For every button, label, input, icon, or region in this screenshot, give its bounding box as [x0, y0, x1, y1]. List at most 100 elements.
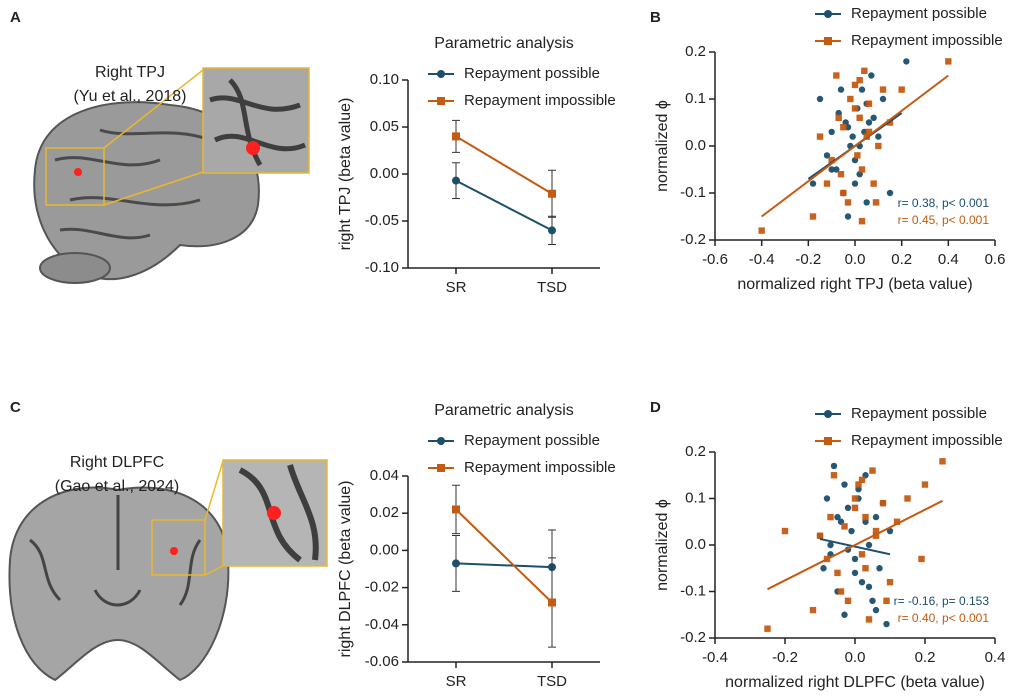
panel-label: A: [10, 9, 21, 26]
marker: [918, 556, 924, 562]
marker: [845, 213, 851, 219]
marker: [883, 621, 889, 627]
marker: [880, 96, 886, 102]
y-tick-label: 0.00: [370, 165, 399, 182]
series-line: [456, 136, 552, 193]
annotation: r= -0.16, p= 0.153: [894, 594, 990, 608]
annotation: r= 0.38, p< 0.001: [898, 196, 990, 210]
y-tick-label: 0.0: [685, 536, 706, 553]
marker: [764, 626, 770, 632]
marker: [939, 458, 945, 464]
image-caption: Right DLPFC: [70, 454, 164, 471]
marker: [810, 180, 816, 186]
marker: [873, 199, 879, 205]
x-tick-label: SR: [446, 279, 467, 296]
marker: [848, 528, 854, 534]
x-tick-label: SR: [446, 673, 467, 690]
marker: [849, 133, 855, 139]
marker: [866, 584, 872, 590]
marker: [880, 500, 886, 506]
marker: [824, 180, 830, 186]
marker: [856, 115, 862, 121]
y-tick-label: -0.06: [365, 653, 399, 670]
legend-label: Repayment impossible: [464, 92, 616, 109]
y-tick-label: 0.0: [685, 137, 706, 154]
marker: [870, 180, 876, 186]
marker: [841, 612, 847, 618]
marker: [840, 190, 846, 196]
series-line: [456, 181, 552, 231]
y-tick-label: 0.02: [370, 504, 399, 521]
marker: [859, 551, 865, 557]
marker: [817, 133, 823, 139]
y-axis-label: right TPJ (beta value): [337, 98, 354, 251]
y-tick-label: -0.02: [365, 579, 399, 596]
x-axis-label: normalized right TPJ (beta value): [737, 276, 972, 293]
marker: [817, 96, 823, 102]
y-tick-label: -0.2: [680, 629, 706, 646]
marker: [828, 129, 834, 135]
marker: [898, 86, 904, 92]
series-line: [456, 509, 552, 602]
marker: [758, 227, 764, 233]
marker: [866, 542, 872, 548]
marker: [841, 523, 847, 529]
x-tick-label: -0.4: [702, 649, 728, 666]
y-tick-label: 0.2: [685, 43, 706, 60]
marker: [827, 514, 833, 520]
y-axis-label: right DLPFC (beta value): [337, 481, 354, 658]
x-tick-label: -0.2: [795, 251, 821, 268]
marker: [838, 588, 844, 594]
marker: [859, 579, 865, 585]
image-caption: Right TPJ: [95, 64, 165, 81]
marker: [834, 514, 840, 520]
marker: [866, 119, 872, 125]
marker: [452, 132, 460, 140]
marker: [782, 528, 788, 534]
marker: [548, 226, 556, 234]
marker: [817, 533, 823, 539]
y-axis-label: normalized ϕ: [654, 100, 671, 192]
y-tick-label: -0.10: [365, 259, 399, 276]
x-tick-label: 0.6: [985, 251, 1006, 268]
legend-label: Repayment impossible: [851, 32, 1003, 49]
marker: [862, 514, 868, 520]
x-tick-label: TSD: [537, 673, 567, 690]
marker: [824, 410, 832, 418]
x-tick-label: -0.2: [772, 649, 798, 666]
y-tick-label: 0.00: [370, 541, 399, 558]
marker: [548, 598, 556, 606]
marker: [824, 437, 832, 445]
marker: [847, 96, 853, 102]
image-caption: (Yu et al., 2018): [74, 88, 187, 105]
marker: [869, 598, 875, 604]
panel-label: C: [10, 399, 21, 416]
marker: [845, 199, 851, 205]
marker: [824, 495, 830, 501]
legend-label: Repayment possible: [464, 65, 600, 82]
y-tick-label: 0.1: [685, 90, 706, 107]
x-axis-label: normalized right DLPFC (beta value): [725, 674, 985, 691]
marker: [887, 190, 893, 196]
x-tick-label: 0.0: [845, 251, 866, 268]
y-tick-label: 0.05: [370, 118, 399, 135]
marker: [437, 437, 445, 445]
marker: [852, 570, 858, 576]
marker: [820, 565, 826, 571]
marker: [880, 86, 886, 92]
marker: [854, 152, 860, 158]
x-tick-label: -0.4: [749, 251, 775, 268]
x-tick-label: -0.6: [702, 251, 728, 268]
legend-label: Repayment possible: [851, 5, 987, 22]
y-tick-label: -0.05: [365, 212, 399, 229]
marker: [861, 68, 867, 74]
marker: [437, 97, 445, 105]
marker: [810, 213, 816, 219]
marker: [876, 565, 882, 571]
marker: [838, 86, 844, 92]
marker: [873, 607, 879, 613]
marker: [875, 133, 881, 139]
marker: [828, 166, 834, 172]
marker: [922, 481, 928, 487]
x-tick-label: 0.2: [915, 649, 936, 666]
